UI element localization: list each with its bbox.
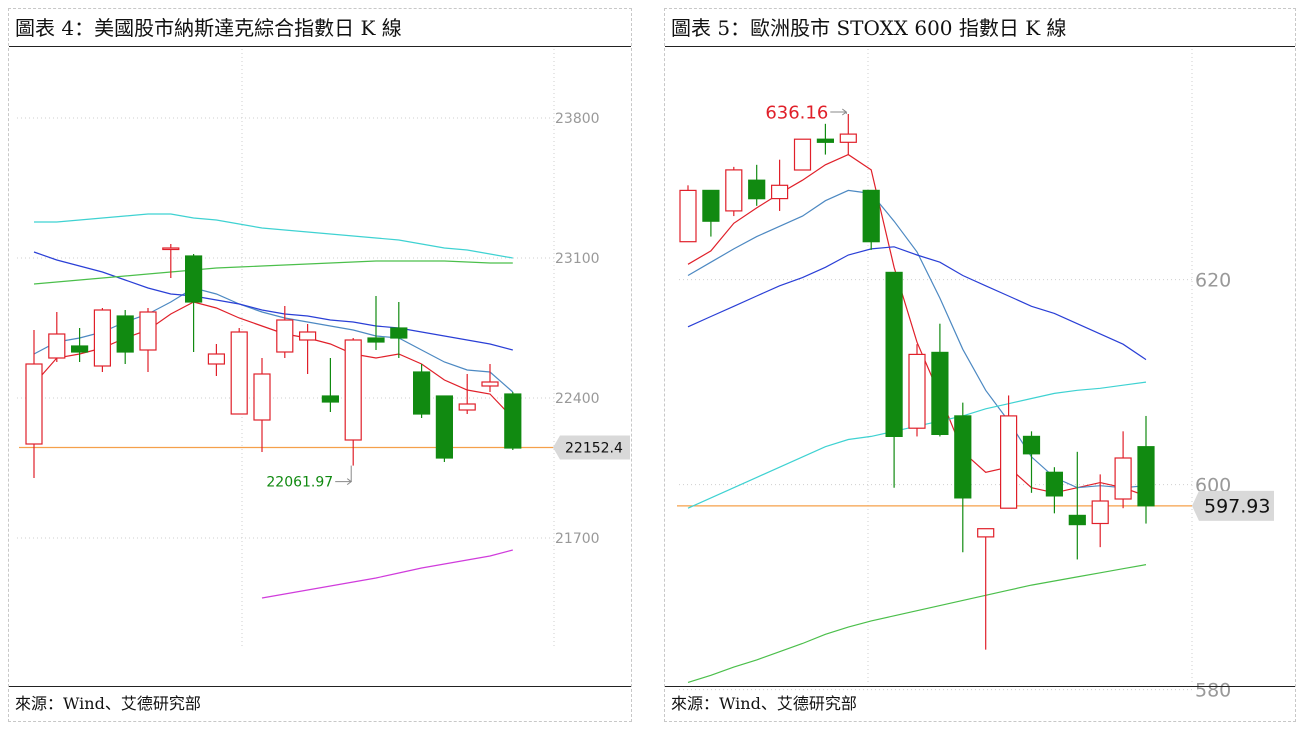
moving-average-line	[34, 213, 513, 259]
nasdaq-chart-panel: 圖表 4：美國股市納斯達克綜合指數日 K 線 23800 23100 22400 21…	[8, 8, 632, 722]
candle-up	[93, 309, 112, 367]
candle-down	[702, 189, 720, 222]
candle-down	[931, 351, 949, 435]
current-price-label: 597.93	[1204, 496, 1270, 518]
candle-up	[839, 133, 857, 143]
candle-up	[458, 403, 476, 411]
candle-down	[367, 337, 385, 343]
low-price-annotation: 22061.97	[266, 475, 333, 491]
candle-up	[299, 331, 317, 341]
candle-up	[679, 189, 697, 243]
y-tick-label: 23100	[555, 251, 600, 267]
candle-down	[435, 395, 453, 459]
chart-title: 圖表 5：歐洲股市 STOXX 600 指數日 K 線	[665, 9, 1295, 47]
current-price-badge-arrow	[1192, 490, 1199, 521]
candle-down	[70, 345, 89, 353]
moving-average-line	[33, 251, 513, 351]
candle-down	[185, 255, 203, 303]
annotation-arrow	[346, 478, 353, 486]
y-tick-label: 620	[1195, 269, 1231, 291]
y-tick-label: 22400	[555, 391, 600, 407]
source-note: 來源：Wind、艾德研究部	[665, 686, 1295, 721]
moving-average-line	[261, 549, 513, 599]
current-price-badge	[560, 435, 630, 460]
candle-down	[1137, 446, 1155, 507]
y-tick-label: 600	[1195, 474, 1231, 496]
candle-down	[862, 189, 880, 243]
moving-average-line	[687, 564, 1147, 683]
candle-up	[139, 311, 157, 351]
y-tick-label: 23800	[555, 111, 600, 127]
candle-up	[770, 184, 789, 200]
candle-down	[1045, 471, 1063, 497]
candle-down	[504, 393, 522, 449]
candle-up	[253, 373, 271, 421]
candle-up	[1114, 457, 1132, 500]
current-price-badge	[1199, 490, 1274, 521]
moving-average-line	[33, 260, 513, 285]
candle-down	[1022, 435, 1041, 455]
y-tick-label: 580	[1195, 679, 1231, 701]
candle-down	[321, 395, 339, 403]
moving-average-line	[33, 301, 514, 419]
candle-up	[344, 339, 362, 441]
candle-up	[162, 247, 180, 251]
moving-average-line	[687, 189, 1147, 489]
candle-up	[230, 331, 248, 415]
candle-up	[725, 169, 743, 212]
stoxx600-chart-panel: 圖表 5：歐洲股市 STOXX 600 指數日 K 線 620 600 580 597…	[664, 8, 1296, 722]
moving-average-line	[33, 287, 514, 393]
candle-up	[1091, 500, 1109, 525]
moving-average-line	[687, 246, 1147, 361]
moving-average-line	[687, 153, 1147, 497]
candle-up	[48, 333, 66, 359]
annotation-arrow	[842, 108, 848, 116]
candle-down	[413, 371, 431, 415]
candle-down	[885, 271, 903, 437]
candle-down	[1068, 514, 1086, 526]
candle-down	[390, 327, 408, 339]
candle-up	[977, 528, 995, 538]
candle-down	[816, 138, 834, 143]
candle-down	[116, 315, 134, 353]
candle-up	[1000, 415, 1018, 509]
chart-title: 圖表 4：美國股市納斯達克綜合指數日 K 線	[9, 9, 631, 47]
nasdaq-candlestick-chart: 23800 23100 22400 21700 22152.4 22061.97	[17, 49, 630, 649]
candle-up	[25, 363, 43, 445]
stoxx600-candlestick-chart: 620 600 580 597.93 636.16	[677, 49, 1274, 701]
high-price-annotation: 636.16	[765, 102, 828, 123]
current-price-badge-arrow	[553, 435, 560, 460]
source-note: 來源：Wind、艾德研究部	[9, 686, 631, 721]
current-price-label: 22152.4	[565, 441, 623, 457]
candle-down	[748, 179, 766, 200]
candle-down	[954, 415, 972, 499]
candle-up	[481, 381, 499, 387]
candle-up	[207, 353, 225, 365]
y-tick-label: 21700	[555, 531, 600, 547]
candle-up	[793, 138, 812, 171]
candle-up	[276, 319, 294, 353]
candle-up	[908, 353, 926, 429]
